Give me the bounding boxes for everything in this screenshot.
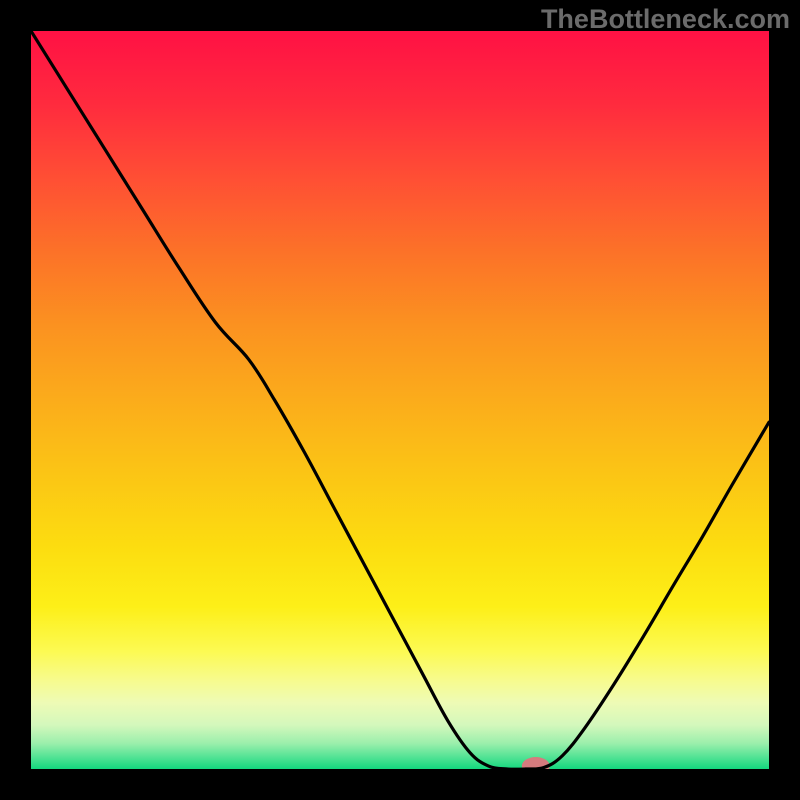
watermark-text: TheBottleneck.com	[541, 4, 790, 35]
gradient-background	[31, 31, 769, 769]
chart-container: TheBottleneck.com	[0, 0, 800, 800]
bottleneck-chart-svg	[0, 0, 800, 800]
